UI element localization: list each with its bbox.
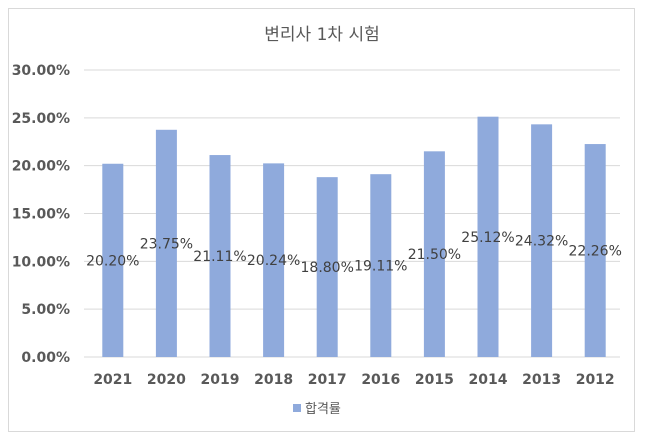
legend: 합격률 xyxy=(293,402,341,417)
y-tick-label: 30.00% xyxy=(12,63,70,79)
legend-label: 합격률 xyxy=(305,402,341,417)
y-tick-label: 5.00% xyxy=(21,302,70,318)
bar-2017 xyxy=(316,177,338,357)
x-axis: 2021 2020 2019 2018 2017 2016 2015 2014 2013 2012 xyxy=(93,372,614,388)
legend-swatch xyxy=(293,404,301,412)
y-tick-label: 20.00% xyxy=(12,159,70,175)
x-tick-label: 2012 xyxy=(576,372,615,388)
data-label: 20.20% xyxy=(86,253,139,269)
bar-2019 xyxy=(209,155,231,357)
y-axis: 0.00% 5.00% 10.00% 15.00% 20.00% 25.00% 30.00% xyxy=(12,63,70,366)
bar-2014 xyxy=(477,116,499,357)
bar-2012 xyxy=(584,144,606,357)
bars xyxy=(102,116,606,357)
data-label: 23.75% xyxy=(140,236,193,252)
bar-2020 xyxy=(155,129,177,357)
bar-2018 xyxy=(263,163,285,357)
data-label: 21.50% xyxy=(408,247,461,263)
y-tick-label: 25.00% xyxy=(12,111,70,127)
y-tick-label: 15.00% xyxy=(12,207,70,223)
x-tick-label: 2016 xyxy=(361,372,400,388)
data-label: 19.11% xyxy=(354,259,407,275)
data-labels: 20.20%23.75%21.11% 20.24% 18.80% 19.11%21.5… xyxy=(86,230,622,276)
y-tick-label: 10.00% xyxy=(12,254,70,270)
data-label: 22.26% xyxy=(569,244,622,260)
bar-2016 xyxy=(370,174,392,357)
chart-title: 변리사 1차 시험 xyxy=(264,25,379,45)
data-label: 24.32% xyxy=(515,234,568,250)
bar-2013 xyxy=(531,124,553,357)
data-label: 21.11% xyxy=(193,249,246,265)
x-tick-label: 2018 xyxy=(254,372,293,388)
x-tick-label: 2014 xyxy=(469,372,508,388)
x-tick-label: 2017 xyxy=(308,372,347,388)
bar-2021 xyxy=(102,163,124,357)
x-tick-label: 2019 xyxy=(201,372,240,388)
x-tick-label: 2021 xyxy=(93,372,132,388)
x-tick-label: 2020 xyxy=(147,372,186,388)
x-tick-label: 2015 xyxy=(415,372,454,388)
x-tick-label: 2013 xyxy=(522,372,561,388)
data-label: 20.24% xyxy=(247,253,300,269)
data-label: 18.80% xyxy=(301,260,354,276)
y-tick-label: 0.00% xyxy=(21,350,70,366)
bar-2015 xyxy=(423,151,445,357)
data-label: 25.12% xyxy=(461,230,514,246)
